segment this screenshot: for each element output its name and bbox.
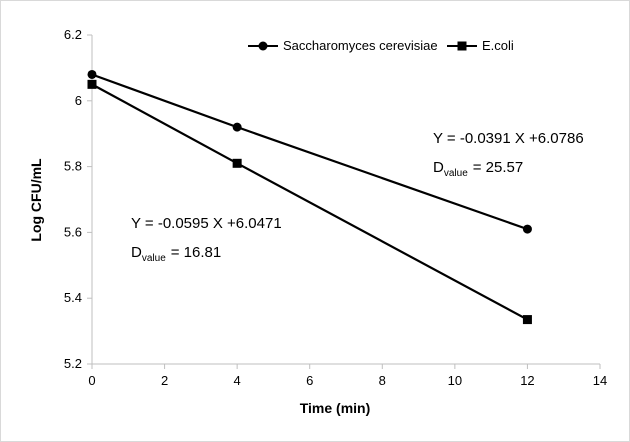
- legend: Saccharomyces cerevisiae E.coli: [248, 38, 514, 53]
- annotation-saccharomyces: Y = -0.0391 X +6.0786 Dvalue = 25.57: [433, 130, 584, 179]
- x-axis-title: Time (min): [300, 400, 371, 416]
- dvalue-saccharomyces: Dvalue = 25.57: [433, 159, 523, 179]
- data-point-ecoli: [232, 158, 242, 168]
- d-number: = 16.81: [171, 244, 221, 261]
- y-tick-label: 5.2: [64, 356, 82, 371]
- x-tick-label: 2: [161, 373, 168, 388]
- dvalue-ecoli: Dvalue = 16.81: [131, 244, 221, 264]
- annotation-ecoli: Y = -0.0595 X +6.0471 Dvalue = 16.81: [131, 215, 282, 264]
- x-tick-label: 6: [306, 373, 313, 388]
- data-point-ecoli: [87, 79, 97, 89]
- data-point-ecoli: [522, 315, 532, 325]
- equation-saccharomyces: Y = -0.0391 X +6.0786: [433, 130, 584, 147]
- legend-marker-square: [457, 41, 467, 51]
- y-axis-title: Log CFU/mL: [28, 158, 44, 242]
- d-letter: D: [131, 244, 142, 261]
- data-point-saccharomyces: [522, 224, 532, 234]
- y-tick-label: 6: [75, 93, 82, 108]
- y-tick-label: 5.8: [64, 159, 82, 174]
- legend-label-saccharomyces: Saccharomyces cerevisiae: [283, 38, 438, 53]
- data-point-saccharomyces: [232, 122, 242, 132]
- y-tick-label: 5.4: [64, 290, 82, 305]
- x-tick-label: 12: [520, 373, 534, 388]
- series-line-ecoli: [91, 83, 528, 321]
- x-tick-label: 8: [379, 373, 386, 388]
- x-tick-label: 10: [448, 373, 462, 388]
- y-tick-label: 5.6: [64, 224, 82, 239]
- d-letter: D: [433, 159, 444, 176]
- x-tick-labels: 0 2 4 6 8 10 12 14: [88, 373, 607, 388]
- x-tick-label: 14: [593, 373, 607, 388]
- series-group: [87, 69, 532, 325]
- y-tick-labels: 5.2 5.4 5.6 5.8 6 6.2: [64, 27, 82, 371]
- d-subscript: value: [444, 168, 468, 179]
- x-tick-label: 4: [234, 373, 241, 388]
- x-tick-label: 0: [88, 373, 95, 388]
- series-line-saccharomyces: [91, 73, 528, 231]
- d-subscript: value: [142, 253, 166, 264]
- equation-ecoli: Y = -0.0595 X +6.0471: [131, 215, 282, 232]
- legend-label-ecoli: E.coli: [482, 38, 514, 53]
- legend-marker-circle: [258, 41, 268, 51]
- d-number: = 25.57: [473, 159, 523, 176]
- axes: [87, 34, 601, 369]
- data-point-saccharomyces: [87, 69, 97, 79]
- y-tick-label: 6.2: [64, 27, 82, 42]
